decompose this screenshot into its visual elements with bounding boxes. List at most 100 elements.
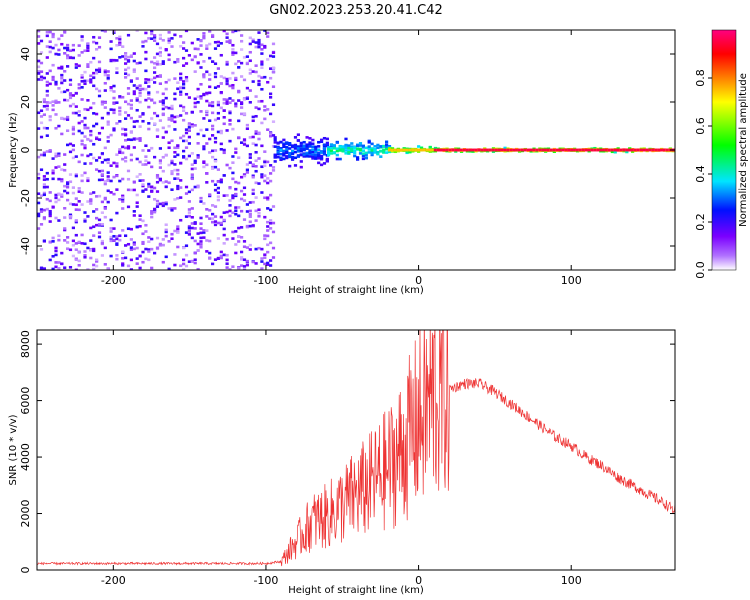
- spectrogram-cell: [150, 165, 154, 169]
- spectrogram-cell: [425, 148, 429, 152]
- spectrogram-cell: [173, 177, 177, 180]
- spectrogram-cell: [95, 223, 99, 227]
- spectrogram-cell: [153, 209, 157, 212]
- spectrogram-cell: [260, 121, 264, 125]
- spectrogram-cell: [132, 125, 136, 129]
- spectrogram-cell: [77, 44, 81, 47]
- spectrogram-cell: [124, 54, 128, 58]
- spectrogram-cell: [245, 203, 249, 206]
- spectrogram-cell: [112, 96, 116, 100]
- spectrogram-cell: [248, 201, 252, 204]
- spectrogram-cell: [387, 144, 392, 148]
- spectrogram-cell: [182, 246, 186, 250]
- spectrogram-cell: [269, 193, 273, 197]
- spectrogram-cell: [45, 80, 49, 84]
- spectrogram-cell: [167, 58, 171, 62]
- spectrogram-cell: [503, 148, 507, 152]
- spectrogram-cell: [325, 141, 329, 145]
- spectrogram-cell: [257, 79, 261, 83]
- spectrogram-x-tick-label: 100: [561, 274, 582, 287]
- spectrogram-cell: [121, 207, 125, 210]
- spectrogram-cell: [282, 145, 286, 149]
- spectrogram-cell: [299, 165, 303, 169]
- spectrogram-cell: [205, 128, 209, 131]
- spectrogram-cell: [190, 177, 194, 181]
- spectrogram-cell: [269, 172, 273, 175]
- spectrogram-cell: [225, 210, 229, 214]
- spectrogram-cell: [155, 246, 160, 250]
- spectrogram-cell: [293, 136, 298, 139]
- spectrogram-cell: [237, 99, 241, 102]
- spectrogram-cell: [103, 146, 107, 150]
- spectrogram-cell: [97, 169, 102, 173]
- spectrogram-cell: [269, 264, 273, 267]
- spectrogram-cell: [279, 140, 283, 144]
- spectrogram-cell: [48, 214, 52, 218]
- spectrogram-cell: [344, 151, 348, 155]
- spectrogram-cell: [299, 141, 303, 145]
- spectrogram-cell: [266, 108, 270, 111]
- spectrogram-cell: [60, 34, 64, 37]
- spectrogram-cell: [141, 240, 145, 244]
- spectrogram-cell: [118, 95, 122, 98]
- spectrogram-cell: [182, 134, 186, 138]
- spectrogram-cell: [167, 106, 171, 110]
- spectrogram-cell: [80, 74, 84, 77]
- spectrogram-cell: [57, 192, 61, 196]
- spectrogram-y-tick-label: 20: [19, 95, 32, 109]
- spectrogram-cell: [138, 94, 142, 97]
- spectrogram-cell: [254, 70, 258, 74]
- spectrogram-cell: [48, 220, 52, 223]
- spectrogram-cell: [126, 92, 131, 95]
- spectrogram-cell: [121, 197, 125, 201]
- spectrogram-cell: [97, 68, 102, 72]
- spectrogram-cell: [269, 67, 273, 70]
- spectrogram-cell: [190, 260, 194, 263]
- spectrogram-cell: [86, 179, 90, 183]
- spectrogram-cell: [103, 180, 107, 183]
- spectrogram-cell: [112, 31, 116, 34]
- spectrogram-cell: [500, 148, 504, 152]
- spectrogram-cell: [118, 120, 122, 123]
- snr-y-tick-label: 4000: [19, 443, 32, 471]
- spectrogram-cell: [242, 268, 247, 270]
- spectrogram-cell: [625, 150, 629, 154]
- spectrogram-cell: [39, 248, 44, 251]
- spectrogram-cell: [213, 183, 218, 187]
- spectrogram-cell: [202, 60, 206, 63]
- spectrogram-cell: [231, 155, 235, 158]
- spectrogram-cell: [92, 40, 96, 44]
- spectrogram-cell: [80, 191, 84, 194]
- spectrogram-cell: [242, 240, 247, 243]
- spectrogram-cell: [184, 131, 189, 135]
- spectrogram-cell: [445, 148, 449, 152]
- spectrogram-cell: [491, 150, 496, 153]
- spectrogram-cell: [269, 227, 273, 230]
- spectrogram-cell: [187, 122, 191, 125]
- spectrogram-cell: [242, 78, 247, 82]
- spectrogram-cell: [208, 104, 212, 107]
- spectrogram-cell: [42, 239, 46, 243]
- spectrogram-cell: [173, 115, 177, 119]
- spectrogram-cell: [225, 63, 229, 66]
- spectrogram-cell: [361, 154, 365, 158]
- spectrogram-cell: [538, 148, 542, 152]
- spectrogram-cell: [532, 148, 536, 152]
- spectrogram-cell: [173, 163, 177, 166]
- spectrogram-cell: [158, 100, 162, 103]
- spectrogram-cell: [158, 178, 162, 182]
- spectrogram-cell: [54, 265, 58, 269]
- spectrogram-cell: [37, 176, 41, 180]
- spectrogram-cell: [208, 151, 212, 154]
- spectrogram-cell: [158, 75, 162, 78]
- spectrogram-cell: [45, 34, 49, 38]
- spectrogram-x-tick-label: -200: [101, 274, 126, 287]
- spectrogram-cell: [228, 39, 232, 42]
- spectrogram-cell: [361, 149, 365, 153]
- spectrogram-cell: [167, 53, 171, 57]
- spectrogram-cell: [248, 161, 252, 164]
- spectrogram-cell: [42, 193, 46, 197]
- spectrogram-cell: [118, 37, 122, 41]
- spectrogram-cell: [92, 76, 96, 80]
- spectrogram-cell: [344, 146, 348, 149]
